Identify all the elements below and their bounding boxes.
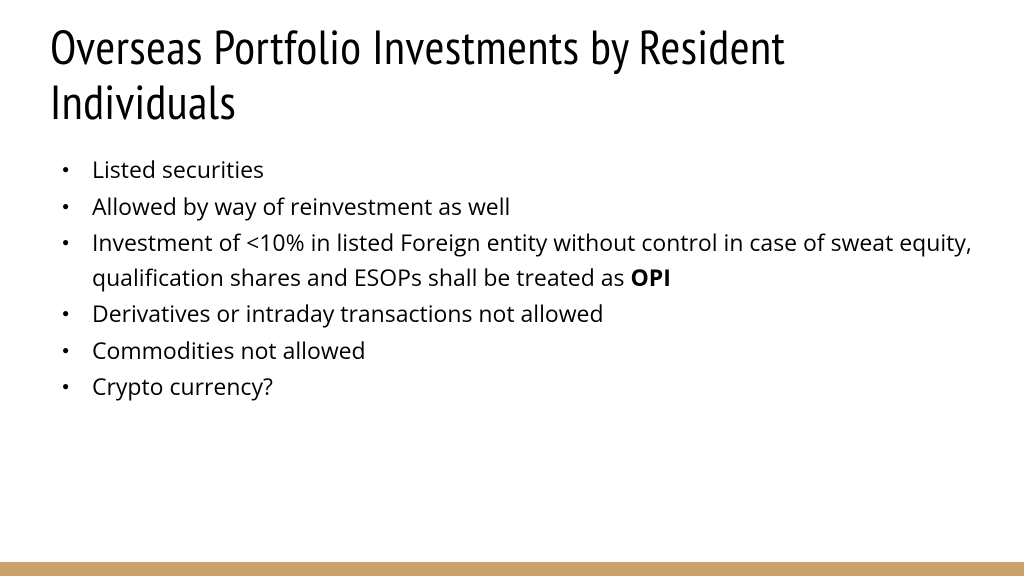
footer-accent-bar: [0, 562, 1024, 576]
list-item: Listed securities: [92, 152, 974, 187]
bullet-text: Commodities not allowed: [92, 334, 366, 366]
bullet-text: Allowed by way of reinvestment as well: [92, 190, 510, 222]
bullet-list: Listed securities Allowed by way of rein…: [50, 152, 974, 404]
bullet-bold-suffix: OPI: [630, 261, 670, 293]
bullet-text: Crypto currency?: [92, 370, 273, 402]
list-item: Crypto currency?: [92, 369, 974, 404]
slide-container: Overseas Portfolio Investments by Reside…: [0, 0, 1024, 576]
bullet-text: Listed securities: [92, 153, 264, 185]
list-item: Allowed by way of reinvestment as well: [92, 189, 974, 224]
bullet-text: Investment of <10% in listed Foreign ent…: [92, 226, 972, 293]
slide-title: Overseas Portfolio Investments by Reside…: [50, 20, 974, 130]
list-item: Commodities not allowed: [92, 333, 974, 368]
bullet-text: Derivatives or intraday transactions not…: [92, 297, 604, 329]
list-item: Investment of <10% in listed Foreign ent…: [92, 225, 974, 294]
list-item: Derivatives or intraday transactions not…: [92, 296, 974, 331]
